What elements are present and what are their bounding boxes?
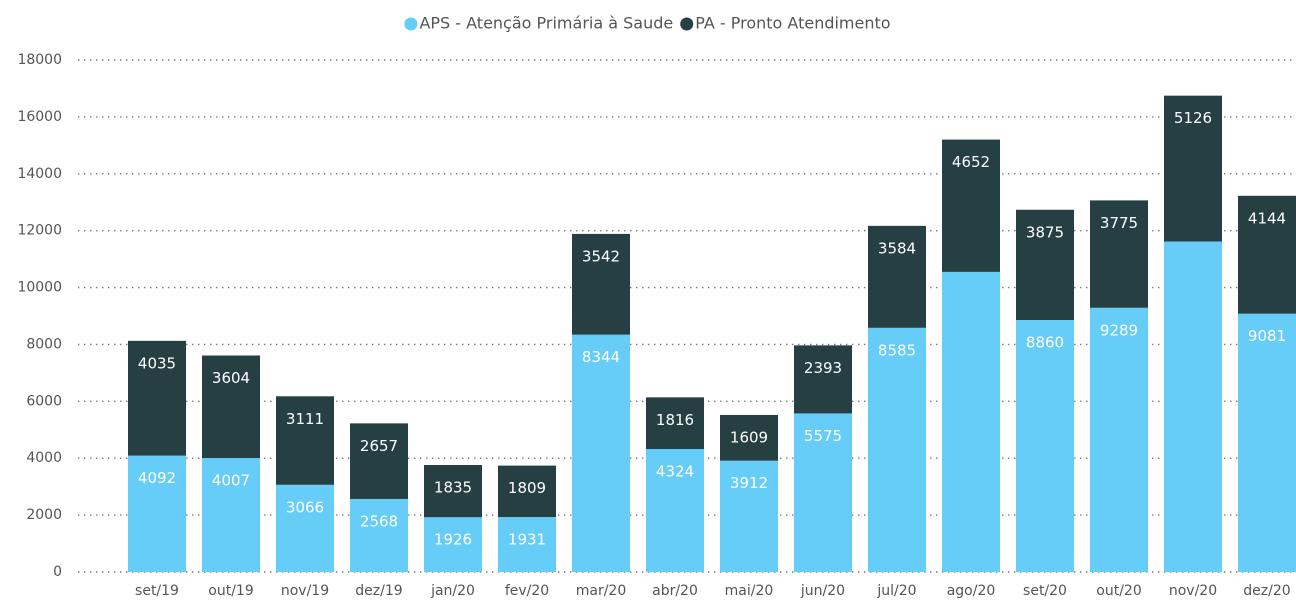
y-tick-label: 0 xyxy=(53,564,62,580)
data-label: 4035 xyxy=(138,354,176,372)
x-tick-label: nov/19 xyxy=(281,583,329,599)
bar-segment xyxy=(350,498,408,572)
data-label: 4092 xyxy=(138,469,176,487)
bar-segment xyxy=(1238,195,1296,314)
bar-segment xyxy=(794,413,852,572)
data-label: 3111 xyxy=(286,410,324,428)
bar-segment xyxy=(572,334,630,572)
bar-segment xyxy=(720,414,778,461)
x-tick-label: dez/19 xyxy=(355,583,402,599)
bar-segment xyxy=(276,396,334,485)
data-label: 8585 xyxy=(878,341,916,359)
data-label: 2393 xyxy=(804,359,842,377)
data-label: 1835 xyxy=(434,479,472,497)
x-tick-label: jun/20 xyxy=(800,583,845,599)
x-tick-label: nov/20 xyxy=(1169,583,1217,599)
bar-segment xyxy=(646,449,704,572)
x-tick-label: out/20 xyxy=(1096,583,1141,599)
data-label: 1809 xyxy=(508,479,546,497)
bar-segment xyxy=(276,484,334,572)
data-label: 1609 xyxy=(730,428,768,446)
bar-segment xyxy=(424,517,482,572)
x-tick-label: set/19 xyxy=(135,583,179,599)
bar-segment xyxy=(128,455,186,572)
x-tick-label: ago/20 xyxy=(947,583,996,599)
data-label: 4144 xyxy=(1248,209,1286,227)
y-tick-label: 16000 xyxy=(17,109,62,125)
bar-segment xyxy=(868,225,926,328)
bar-segment xyxy=(942,139,1000,272)
x-tick-label: mai/20 xyxy=(725,583,774,599)
bar-segment xyxy=(868,327,926,572)
bar-segment xyxy=(202,355,260,459)
legend-label: PA - Pronto Atendimento xyxy=(695,14,890,33)
bar-segment xyxy=(720,460,778,572)
data-label: 2657 xyxy=(360,437,398,455)
data-label: 1816 xyxy=(656,411,694,429)
y-tick-label: 4000 xyxy=(26,450,62,466)
bar-segment xyxy=(1090,200,1148,308)
bar-segment xyxy=(498,465,556,518)
y-tick-label: 8000 xyxy=(26,336,62,352)
bar-segment xyxy=(1090,307,1148,572)
data-label: 4324 xyxy=(656,463,694,481)
data-label: 3875 xyxy=(1026,223,1064,241)
legend-marker xyxy=(680,17,694,31)
data-label: 9289 xyxy=(1100,321,1138,339)
bar-segment xyxy=(794,345,852,414)
data-label: 5575 xyxy=(804,427,842,445)
bar-segment xyxy=(350,423,408,499)
bar-segment xyxy=(128,340,186,456)
data-label: 3775 xyxy=(1100,214,1138,232)
bar-segment xyxy=(942,271,1000,572)
x-tick-label: mar/20 xyxy=(576,583,627,599)
y-tick-label: 2000 xyxy=(26,507,62,523)
y-tick-label: 12000 xyxy=(17,223,62,239)
bar-segment xyxy=(1164,95,1222,242)
data-label: 9081 xyxy=(1248,327,1286,345)
bar-segment xyxy=(1164,241,1222,572)
x-tick-label: abr/20 xyxy=(652,583,698,599)
data-label: 3584 xyxy=(878,239,916,257)
bar-segment xyxy=(1016,319,1074,572)
x-tick-label: jul/20 xyxy=(876,583,916,599)
y-tick-label: 6000 xyxy=(26,393,62,409)
data-label: 5126 xyxy=(1174,109,1212,127)
bar-segment xyxy=(1016,209,1074,320)
legend-label: APS - Atenção Primária à Saude xyxy=(419,14,673,33)
data-label: 3542 xyxy=(582,247,620,265)
data-label: 4652 xyxy=(952,153,990,171)
data-label: 2568 xyxy=(360,512,398,530)
data-label: 1931 xyxy=(508,531,546,549)
bar-segment xyxy=(202,458,260,572)
data-label: 8860 xyxy=(1026,333,1064,351)
data-label: 4007 xyxy=(212,472,250,490)
bar-segment xyxy=(498,517,556,572)
data-label: 8344 xyxy=(582,348,620,366)
x-tick-label: out/19 xyxy=(208,583,253,599)
x-tick-label: jan/20 xyxy=(430,583,475,599)
data-label: 1926 xyxy=(434,531,472,549)
data-label: 3912 xyxy=(730,474,768,492)
bar-segment xyxy=(572,233,630,335)
data-label: 3604 xyxy=(212,369,250,387)
bar-segment xyxy=(1238,313,1296,572)
data-label: 3066 xyxy=(286,498,324,516)
y-tick-label: 18000 xyxy=(17,52,62,68)
y-tick-label: 14000 xyxy=(17,166,62,182)
bar-segment xyxy=(646,397,704,450)
x-tick-label: fev/20 xyxy=(505,583,549,599)
legend-marker xyxy=(404,17,418,31)
x-tick-label: set/20 xyxy=(1023,583,1067,599)
y-tick-label: 10000 xyxy=(17,280,62,296)
bar-segment xyxy=(424,465,482,518)
x-tick-label: dez/20 xyxy=(1243,583,1290,599)
